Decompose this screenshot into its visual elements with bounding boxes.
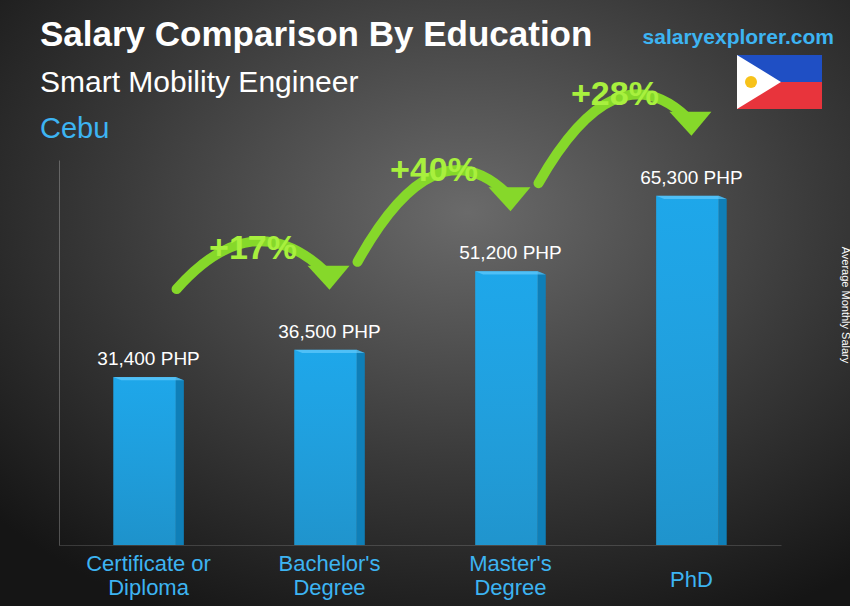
y-axis-line [59, 161, 60, 546]
x-axis-line [60, 545, 782, 546]
x-tick: Master'sDegree [469, 545, 551, 600]
y-axis [59, 161, 60, 546]
bar-top [475, 271, 546, 274]
change-label: +17% [209, 228, 297, 266]
flag-triangle [737, 55, 781, 109]
bar [294, 350, 357, 545]
data-label: 51,200 PHP [459, 242, 561, 263]
title: Salary Comparison By Education [40, 14, 592, 53]
bar-side [538, 271, 546, 545]
data-label: 65,300 PHP [640, 167, 742, 188]
change-label: +40% [390, 150, 478, 188]
location: Cebu [40, 112, 109, 144]
flag-sun [745, 76, 757, 88]
source: salaryexplorer.com [643, 25, 834, 48]
x-tick: Certificate orDiploma [86, 545, 211, 600]
x-tick-label: Master'sDegree [469, 551, 551, 600]
bar-side [357, 350, 365, 545]
data-label: 31,400 PHP [97, 348, 199, 369]
bar [475, 271, 538, 545]
bar-top [656, 196, 727, 199]
x-tick-label: Bachelor'sDegree [279, 551, 381, 600]
bars [113, 196, 726, 545]
bar-top [294, 350, 365, 353]
subtitle: Smart Mobility Engineer [40, 65, 358, 98]
x-tick-label: PhD [670, 567, 713, 592]
arrow-head [488, 187, 530, 211]
x-axis: Certificate orDiploma Bachelor'sDegree Mas… [60, 545, 782, 600]
bar-side [176, 377, 184, 545]
bar-side [719, 196, 727, 545]
data-label: 36,500 PHP [278, 321, 380, 342]
bar-top [113, 377, 184, 380]
x-tick: PhD [670, 545, 713, 592]
arrow-head [669, 112, 711, 136]
change-label: +28% [571, 74, 659, 112]
bar [656, 196, 719, 545]
background [0, 0, 850, 606]
arrow-head [308, 266, 350, 290]
flag [737, 55, 822, 109]
chart: Salary Comparison By Education Smart Mobi… [0, 0, 850, 606]
x-tick: Bachelor'sDegree [279, 545, 381, 600]
bar [113, 377, 176, 545]
y-label: Average Monthly Salary [840, 247, 850, 364]
x-tick-label: Certificate orDiploma [86, 551, 211, 600]
